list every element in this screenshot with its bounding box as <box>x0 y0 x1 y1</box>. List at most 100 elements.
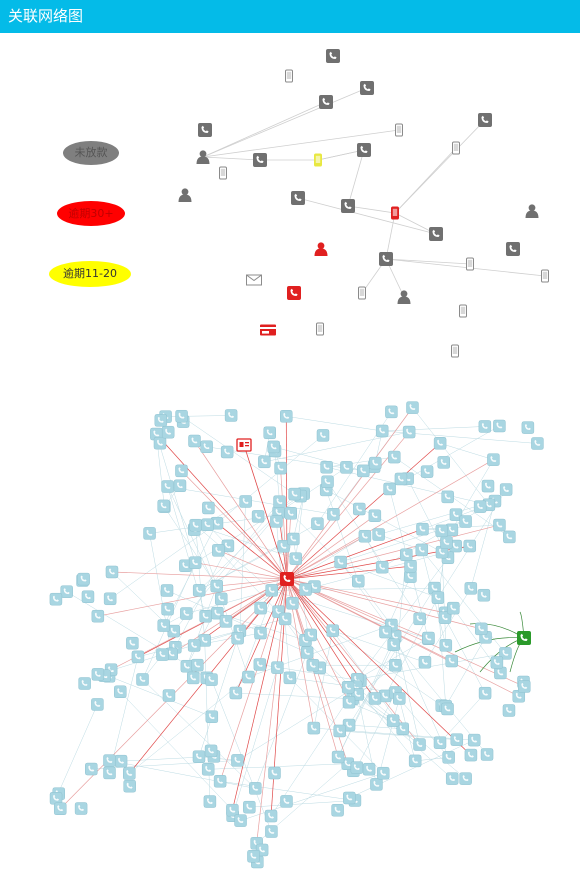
graph-node-phone-icon[interactable] <box>357 143 371 157</box>
graph-node-mobile-icon[interactable] <box>395 123 403 137</box>
graph-node-phone-icon[interactable] <box>253 153 267 167</box>
graph-node-phone-icon[interactable] <box>156 648 169 661</box>
graph-node-phone-icon[interactable] <box>493 419 506 433</box>
graph-node-phone-icon[interactable] <box>459 772 472 785</box>
graph-node-mobile-icon[interactable] <box>541 269 549 283</box>
graph-node-phone-icon[interactable] <box>103 754 116 767</box>
graph-node-phone-icon[interactable] <box>343 791 356 805</box>
graph-node-phone-icon[interactable] <box>249 782 262 795</box>
graph-node-phone-icon[interactable] <box>205 710 219 723</box>
graph-node-phone-icon[interactable] <box>239 495 252 508</box>
graph-node-phone-icon[interactable] <box>502 704 516 717</box>
graph-node-phone-icon[interactable] <box>74 802 88 815</box>
graph-node-phone-icon[interactable] <box>327 508 340 521</box>
graph-node-phone-icon[interactable] <box>480 748 494 761</box>
graph-node-phone-icon[interactable] <box>200 440 213 453</box>
graph-node-phone-icon[interactable] <box>114 754 128 768</box>
graph-node-phone-icon[interactable] <box>175 409 188 423</box>
graph-node-mobile-icon[interactable] <box>219 166 227 180</box>
graph-node-phone-icon[interactable] <box>201 763 215 776</box>
graph-node-phone-icon[interactable] <box>441 490 454 504</box>
graph-node-phone-icon[interactable] <box>331 803 344 817</box>
graph-node-phone-icon[interactable] <box>341 680 355 694</box>
graph-node-phone-icon[interactable] <box>439 639 453 652</box>
graph-node-phone-icon[interactable] <box>459 515 472 528</box>
graph-node-phone-icon[interactable] <box>274 461 287 475</box>
graph-node-phone-icon[interactable] <box>362 762 376 776</box>
graph-node-phone-icon[interactable] <box>277 540 290 553</box>
graph-node-phone-icon[interactable] <box>445 523 459 537</box>
graph-node-mobile-icon[interactable] <box>285 69 293 83</box>
graph-node-phone-icon[interactable] <box>186 671 200 685</box>
graph-node-phone-icon[interactable] <box>220 445 234 459</box>
graph-node-phone-icon[interactable] <box>267 440 280 454</box>
graph-node-phone-icon[interactable] <box>420 465 434 478</box>
graph-node-mobile-icon[interactable] <box>466 257 474 271</box>
graph-node-phone-icon[interactable] <box>242 670 255 684</box>
graph-node-phone-icon[interactable] <box>85 762 98 776</box>
graph-node-phone-icon[interactable] <box>406 401 419 414</box>
graph-node-phone-icon[interactable] <box>396 722 409 736</box>
graph-node-phone-icon[interactable] <box>189 518 202 532</box>
graph-node-hub-phone-icon[interactable] <box>280 572 294 586</box>
graph-node-phone-icon[interactable] <box>78 677 91 690</box>
graph-node-phone-icon[interactable] <box>192 584 206 597</box>
graph-node-phone-icon[interactable] <box>445 772 459 785</box>
graph-node-phone-icon[interactable] <box>441 702 454 716</box>
graph-node-phone-icon[interactable] <box>175 464 188 478</box>
graph-node-phone-icon[interactable] <box>265 825 278 838</box>
graph-node-phone-icon[interactable] <box>493 518 506 532</box>
graph-node-phone-icon[interactable] <box>265 584 278 597</box>
graph-node-phone-icon[interactable] <box>251 510 265 523</box>
graph-node-phone-icon[interactable] <box>231 754 244 767</box>
graph-node-phone-icon[interactable] <box>464 748 478 762</box>
graph-node-person-icon[interactable] <box>196 150 210 164</box>
graph-node-phone-icon[interactable] <box>353 502 366 516</box>
graph-node-phone-icon[interactable] <box>212 544 225 557</box>
graph-node-phone-icon[interactable] <box>198 123 212 137</box>
graph-node-person-icon[interactable] <box>525 204 539 218</box>
graph-node-phone-icon[interactable] <box>494 666 507 680</box>
graph-node-phone-icon[interactable] <box>358 529 372 543</box>
graph-node-phone-icon[interactable] <box>114 685 127 698</box>
graph-node-person-icon[interactable] <box>314 242 328 256</box>
graph-node-phone-icon[interactable] <box>280 410 293 423</box>
graph-node-phone-icon[interactable] <box>157 499 170 513</box>
graph-node-phone-icon[interactable] <box>280 795 293 808</box>
graph-node-phone-icon[interactable] <box>435 524 449 538</box>
graph-node-phone-icon[interactable] <box>379 252 393 266</box>
graph-node-phone-icon[interactable] <box>467 733 481 747</box>
graph-node-phone-icon[interactable] <box>499 647 512 660</box>
graph-node-mobile-icon[interactable] <box>459 304 467 318</box>
graph-node-phone-icon[interactable] <box>205 673 218 686</box>
graph-node-phone-icon[interactable] <box>123 779 136 793</box>
graph-node-mail-icon[interactable] <box>246 274 262 286</box>
graph-node-phone-icon[interactable] <box>319 95 333 109</box>
graph-node-phone-icon[interactable] <box>320 460 333 474</box>
graph-node-phone-icon[interactable] <box>431 591 445 604</box>
graph-node-phone-icon[interactable] <box>433 736 447 749</box>
graph-node-phone-icon[interactable] <box>372 528 385 541</box>
graph-node-phone-icon[interactable] <box>263 426 277 440</box>
graph-node-mobile-icon[interactable] <box>314 153 322 167</box>
graph-node-phone-icon[interactable] <box>311 517 324 530</box>
graph-node-phone-icon[interactable] <box>49 792 63 805</box>
graph-node-phone-icon[interactable] <box>287 286 301 300</box>
graph-node-phone-icon[interactable] <box>180 607 193 620</box>
graph-node-phone-icon[interactable] <box>464 582 478 595</box>
graph-node-phone-icon[interactable] <box>331 750 345 764</box>
graph-node-phone-icon[interactable] <box>77 572 90 586</box>
graph-node-phone-icon[interactable] <box>357 464 370 478</box>
graph-node-phone-icon[interactable] <box>226 803 239 817</box>
graph-node-phone-icon[interactable] <box>447 601 460 615</box>
graph-node-phone-icon[interactable] <box>288 487 301 501</box>
graph-node-person-icon[interactable] <box>178 188 192 202</box>
graph-node-phone-icon[interactable] <box>450 733 464 746</box>
graph-node-phone-icon[interactable] <box>219 615 233 628</box>
graph-node-phone-icon[interactable] <box>342 718 356 732</box>
graph-node-phone-icon[interactable] <box>490 656 504 669</box>
graph-node-phone-icon[interactable] <box>199 610 212 623</box>
graph-node-phone-icon[interactable] <box>413 738 426 751</box>
graph-node-phone-icon[interactable] <box>387 638 400 651</box>
graph-node-phone-icon[interactable] <box>202 501 215 515</box>
